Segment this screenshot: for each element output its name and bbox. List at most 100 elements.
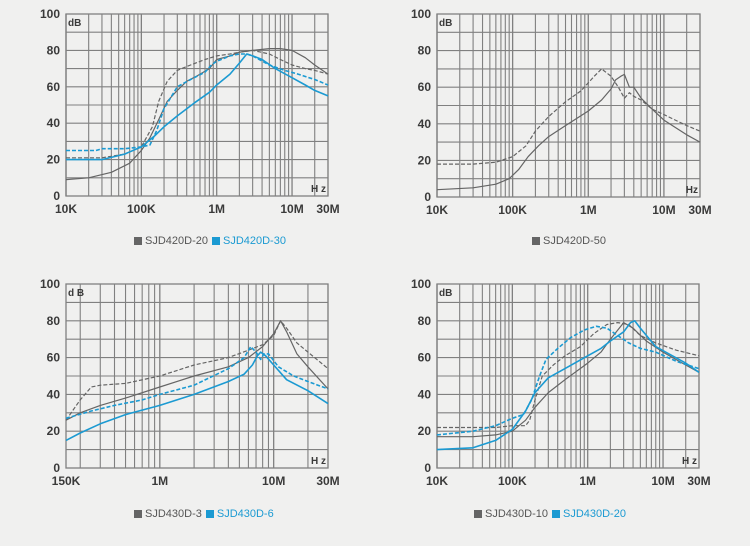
legend: SJD430D-10 SJD430D-20 (474, 508, 630, 520)
y-tick-label: 80 (418, 44, 432, 58)
x-tick-label: 10K (426, 203, 448, 217)
y-tick-label: 20 (47, 424, 61, 438)
x-tick-label: 30M (688, 203, 711, 217)
legend-label: SJD420D-30 (222, 235, 286, 247)
legend-item: SJD430D-3 (134, 508, 202, 520)
y-tick-label: 20 (47, 153, 61, 167)
y-tick-label: 60 (47, 351, 61, 365)
legend-swatch (211, 237, 220, 245)
x-tick-label: 1M (580, 203, 597, 217)
legend: SJD420D-50 (532, 235, 610, 247)
x-axis-unit: H z (311, 184, 326, 195)
grid (65, 283, 329, 469)
x-tick-label: 100K (127, 202, 156, 216)
series-line-sjd420d-50-common (436, 73, 701, 191)
chart-sjd420d-50: 0 20 40 60 80 100 10K 100K 1M 10M 30M dB Hz SJD420D-… (0, 0, 750, 270)
grid (65, 13, 329, 197)
y-axis-unit: dB (439, 18, 452, 29)
y-axis-unit: dB (68, 18, 81, 29)
legend-label: SJD430D-20 (562, 508, 626, 520)
x-axis-unit: Hz (686, 185, 698, 196)
series-line-sjd430d-3-differential (65, 320, 329, 421)
x-tick-label: 150K (52, 474, 81, 488)
x-tick-label: 100K (498, 203, 527, 217)
legend-label: SJD420D-20 (145, 235, 208, 247)
legend-item: SJD430D-20 (551, 508, 626, 520)
x-tick-label: 30M (687, 474, 710, 488)
y-tick-label: 0 (53, 189, 60, 203)
series-line-sjd430d-10-differential (437, 322, 700, 429)
series-line-sjd430d-3-common (65, 320, 329, 421)
series-line-sjd420d-30-differential (66, 53, 329, 152)
x-tick-label: 10M (651, 474, 674, 488)
legend-item: SJD420D-30 (211, 235, 286, 247)
series-line-sjd420d-20-common (65, 47, 329, 181)
y-tick-label: 40 (47, 387, 61, 401)
y-axis-unit: d B (68, 288, 84, 299)
legend-swatch (532, 237, 540, 245)
y-tick-label: 100 (411, 7, 431, 21)
legend-swatch (134, 237, 142, 245)
x-tick-label: 30M (316, 202, 339, 216)
grid (436, 283, 700, 469)
y-tick-label: 20 (418, 153, 432, 167)
y-tick-label: 20 (418, 424, 432, 438)
legend-item: SJD430D-10 (474, 508, 548, 520)
legend: SJD420D-20 SJD420D-30 (134, 235, 290, 247)
grid (436, 13, 701, 198)
y-tick-label: 100 (40, 277, 60, 291)
legend-item: SJD430D-6 (205, 508, 274, 520)
y-axis-unit: dB (439, 288, 452, 299)
x-tick-label: 100K (498, 474, 527, 488)
y-tick-label: 60 (47, 80, 61, 94)
x-tick-label: 10K (55, 202, 77, 216)
x-tick-label: 1M (208, 202, 225, 216)
series-line-sjd420d-30-common (66, 53, 329, 161)
legend-item: SJD420D-20 (134, 235, 208, 247)
plot-frame (436, 13, 701, 198)
y-tick-label: 60 (418, 80, 432, 94)
x-axis-unit: H z (682, 456, 697, 467)
legend-swatch (474, 510, 482, 518)
y-tick-label: 0 (53, 461, 60, 475)
x-tick-label: 10M (652, 203, 675, 217)
chart-sjd420d-20-30: 0 20 40 60 80 100 10K 100K 1M 10M 30M dB H z SJD420D… (0, 0, 375, 270)
chart-sjd430d-3-6: 0 20 40 60 80 100 150K 1M 10M 30M d B H z SJD430D-3… (40, 277, 340, 520)
series-line-sjd430d-6-differential (65, 345, 329, 420)
plot-svg: 0 20 40 60 80 100 150K 1M 10M 30M d B H z (40, 277, 340, 488)
y-tick-label: 0 (424, 461, 431, 475)
legend-label: SJD430D-10 (485, 508, 548, 520)
y-tick-label: 0 (424, 190, 431, 204)
y-tick-label: 100 (40, 7, 60, 21)
legend-swatch (134, 510, 142, 518)
legend-swatch (205, 510, 214, 518)
series-line-sjd420d-20-differential (66, 49, 329, 159)
plot-frame (65, 283, 329, 469)
legend-label: SJD430D-6 (216, 508, 274, 520)
y-tick-label: 80 (418, 314, 432, 328)
x-tick-label: 1M (579, 474, 596, 488)
y-tick-label: 40 (418, 117, 432, 131)
x-tick-label: 10K (426, 474, 448, 488)
y-tick-label: 40 (418, 387, 432, 401)
x-tick-label: 1M (151, 474, 168, 488)
y-tick-label: 80 (47, 314, 61, 328)
x-tick-label: 10M (280, 202, 303, 216)
series-line-sjd430d-20-differential (436, 325, 700, 436)
legend-swatch (551, 510, 560, 518)
plot-frame (65, 13, 329, 197)
legend-label: SJD430D-3 (145, 508, 202, 520)
series-line-sjd420d-50-differential (437, 68, 701, 165)
y-tick-label: 40 (47, 116, 61, 130)
series-line-sjd430d-6-common (65, 351, 329, 442)
plot-svg: 0 20 40 60 80 100 10K 100K 1M 10M 30M dB H z (40, 7, 340, 216)
plot-svg: 0 20 40 60 80 100 10K 100K 1M 10M 30M dB Hz (411, 7, 712, 217)
y-tick-label: 80 (47, 43, 61, 57)
x-tick-label: 30M (316, 474, 339, 488)
legend-item: SJD420D-50 (532, 235, 606, 247)
legend: SJD430D-3 SJD430D-6 (134, 508, 278, 520)
y-tick-label: 100 (411, 277, 431, 291)
x-axis-unit: H z (311, 456, 326, 467)
